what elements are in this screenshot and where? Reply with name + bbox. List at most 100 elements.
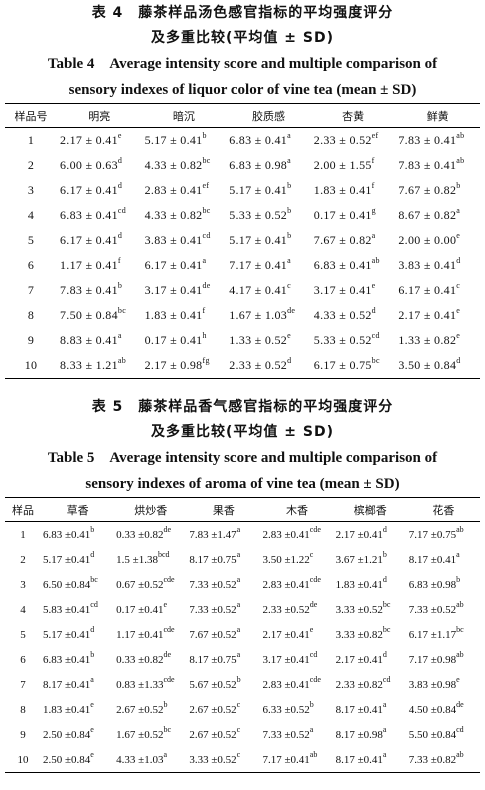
score-cell: 2.00 ± 1.55f [311,153,396,178]
score-value: 8.17 ±0.41 [335,703,383,716]
score-value: 2.83 ±0.41 [262,678,310,691]
significance-letter: e [163,599,168,609]
significance-letter: cde [309,524,321,534]
score-value: 6.17 ± 0.41 [144,258,203,272]
score-value: 3.50 ±1.22 [262,553,310,566]
table5-header-6: 花香 [432,503,455,517]
significance-letter: cd [371,331,380,340]
significance-letter: c [236,724,241,734]
significance-letter: d [456,256,461,265]
significance-letter: bc [382,599,391,609]
significance-letter: c [287,281,291,290]
score-value: 0.83 ±1.33 [116,678,164,691]
significance-letter: a [287,156,291,165]
score-cell: 1.33 ± 0.82e [395,328,480,353]
score-cell: 1.33 ± 0.52e [226,328,311,353]
score-value: 6.83 ± 0.41 [313,258,372,272]
score-cell: 6.17 ± 0.41c [395,278,480,303]
score-value: 8.17 ±0.41 [335,753,383,766]
score-value: 7.83 ± 0.41 [398,133,457,147]
significance-letter: e [117,131,122,140]
sample-id: 10 [24,358,38,372]
significance-letter: d [90,624,95,634]
significance-letter: c [456,281,461,290]
score-value: 1.33 ± 0.52 [229,333,288,347]
sample-id: 9 [20,728,26,741]
score-value: 6.17 ± 0.41 [60,183,118,197]
significance-letter: f [371,181,375,190]
significance-letter: e [456,231,461,240]
score-cell: 1.17 ± 0.41f [57,253,142,278]
table4-title-zh-line2: 及多重比较(平均值 ± SD) [151,30,334,46]
score-cell: 4.33 ±1.03a [114,747,187,773]
significance-letter: ab [117,356,127,365]
score-cell: 5.50 ±0.84cd [407,722,480,747]
score-value: 5.17 ±0.41 [43,628,91,641]
sample-id: 5 [20,628,26,641]
significance-letter: de [202,281,211,290]
significance-letter: e [90,724,94,734]
score-cell: 6.83 ± 0.98a [226,153,311,178]
table-row: 2 5.17 ±0.41d 1.5 ±1.38bcd 8.17 ±0.75a 3.50 … [5,547,480,572]
score-cell: 6.83 ± 0.41a [226,128,311,154]
score-value: 2.67 ±0.52 [189,703,237,716]
table-row: 8 7.50 ± 0.84bc 1.83 ± 0.41f 1.67 ± 1.03de 4… [5,303,480,328]
score-value: 6.83 ±0.41 [43,528,91,541]
significance-letter: de [163,649,172,659]
score-value: 7.67 ± 0.82 [398,183,457,197]
significance-letter: e [90,749,94,759]
score-value: 5.17 ± 0.41 [229,233,288,247]
significance-letter: ab [309,749,318,759]
score-value: 6.33 ±0.52 [262,703,310,716]
significance-letter: bc [371,356,380,365]
significance-letter: b [236,674,241,684]
score-value: 6.50 ±0.84 [43,578,91,591]
score-value: 0.67 ±0.52 [116,578,164,591]
score-value: 8.17 ±0.75 [189,553,237,566]
score-cell: 8.17 ±0.75a [187,547,260,572]
table5-title-zh-line1: 表 5 藤茶样品香气感官指标的平均强度评分 [91,399,394,415]
score-value: 0.17 ±0.41 [116,603,164,616]
table4-header-4: 杏黄 [342,109,365,123]
significance-letter: ab [456,599,464,609]
score-cell: 8.33 ± 1.21ab [57,353,142,379]
score-value: 7.33 ±0.82 [408,753,457,766]
score-cell: 3.17 ± 0.41de [142,278,227,303]
significance-letter: fg [202,356,210,365]
significance-letter: bc [382,624,391,634]
significance-letter: a [456,206,461,215]
score-cell: 7.67 ± 0.82b [395,178,480,203]
sample-id: 5 [27,233,35,247]
score-value: 3.17 ± 0.41 [313,283,372,297]
score-cell: 0.17 ±0.41e [114,597,187,622]
significance-letter: b [287,206,292,215]
significance-letter: d [456,356,461,365]
table5-header-3: 果香 [212,503,235,517]
significance-letter: g [371,206,376,215]
significance-letter: d [90,549,95,559]
sample-id: 1 [27,133,35,147]
score-value: 8.33 ± 1.21 [60,358,118,372]
score-value: 7.33 ±0.52 [408,603,457,616]
significance-letter: a [236,524,241,534]
score-value: 3.83 ± 0.41 [398,258,457,272]
score-cell: 5.83 ±0.41cd [41,597,114,622]
score-cell: 3.17 ±0.41cd [260,647,333,672]
score-cell: 0.33 ±0.82de [114,647,187,672]
score-cell: 1.67 ± 1.03de [226,303,311,328]
score-cell: 3.67 ±1.21b [334,547,407,572]
table-row: 1 2.17 ± 0.41e 5.17 ± 0.41b 6.83 ± 0.41a 2.3… [5,128,480,154]
score-value: 3.17 ±0.41 [262,653,310,666]
significance-letter: e [456,674,460,684]
significance-letter: bc [90,574,98,584]
significance-letter: e [456,306,461,315]
score-value: 1.83 ±0.41 [43,703,91,716]
score-cell: 3.33 ±0.52bc [334,597,407,622]
sample-id: 4 [27,208,35,222]
significance-letter: bcd [157,549,170,559]
sample-id: 9 [27,333,35,347]
score-value: 7.83 ± 0.41 [60,283,118,297]
score-cell: 1.83 ± 0.41f [142,303,227,328]
score-value: 7.17 ±0.98 [408,653,457,666]
score-cell: 1.17 ±0.41cde [114,622,187,647]
